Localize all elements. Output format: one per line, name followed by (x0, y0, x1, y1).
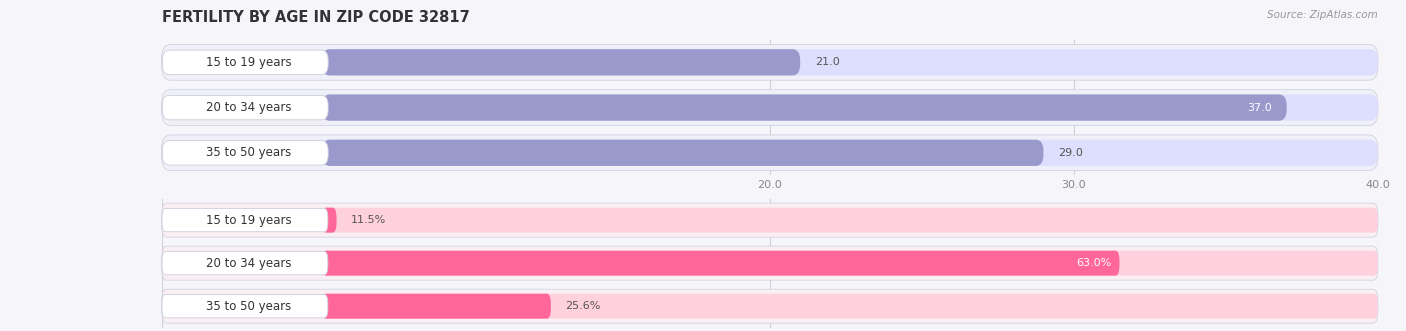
FancyBboxPatch shape (162, 135, 1378, 171)
FancyBboxPatch shape (322, 49, 1378, 75)
Text: 63.0%: 63.0% (1077, 258, 1112, 268)
FancyBboxPatch shape (162, 252, 328, 275)
FancyBboxPatch shape (322, 140, 1378, 166)
Text: FERTILITY BY AGE IN ZIP CODE 32817: FERTILITY BY AGE IN ZIP CODE 32817 (162, 10, 470, 25)
Text: 25.6%: 25.6% (565, 301, 600, 311)
FancyBboxPatch shape (162, 90, 1378, 125)
FancyBboxPatch shape (162, 295, 328, 318)
FancyBboxPatch shape (162, 95, 328, 120)
Text: Source: ZipAtlas.com: Source: ZipAtlas.com (1267, 10, 1378, 20)
FancyBboxPatch shape (322, 49, 800, 75)
FancyBboxPatch shape (162, 141, 328, 165)
FancyBboxPatch shape (162, 209, 328, 232)
FancyBboxPatch shape (162, 44, 1378, 80)
FancyBboxPatch shape (162, 203, 1378, 237)
FancyBboxPatch shape (322, 251, 1378, 276)
Text: 37.0: 37.0 (1247, 103, 1271, 113)
FancyBboxPatch shape (162, 246, 1378, 280)
FancyBboxPatch shape (162, 50, 328, 74)
FancyBboxPatch shape (322, 94, 1378, 121)
FancyBboxPatch shape (322, 294, 551, 319)
Text: 21.0: 21.0 (815, 57, 839, 67)
Text: 35 to 50 years: 35 to 50 years (205, 146, 291, 159)
Text: 35 to 50 years: 35 to 50 years (205, 300, 291, 313)
FancyBboxPatch shape (322, 208, 1378, 233)
Text: 15 to 19 years: 15 to 19 years (205, 56, 291, 69)
FancyBboxPatch shape (322, 94, 1286, 121)
Text: 11.5%: 11.5% (352, 215, 387, 225)
Text: 29.0: 29.0 (1059, 148, 1083, 158)
FancyBboxPatch shape (322, 140, 1043, 166)
FancyBboxPatch shape (162, 289, 1378, 323)
FancyBboxPatch shape (322, 251, 1119, 276)
Text: 20 to 34 years: 20 to 34 years (205, 257, 291, 270)
Text: 20 to 34 years: 20 to 34 years (205, 101, 291, 114)
FancyBboxPatch shape (322, 208, 336, 233)
FancyBboxPatch shape (322, 294, 1378, 319)
Text: 15 to 19 years: 15 to 19 years (205, 213, 291, 227)
